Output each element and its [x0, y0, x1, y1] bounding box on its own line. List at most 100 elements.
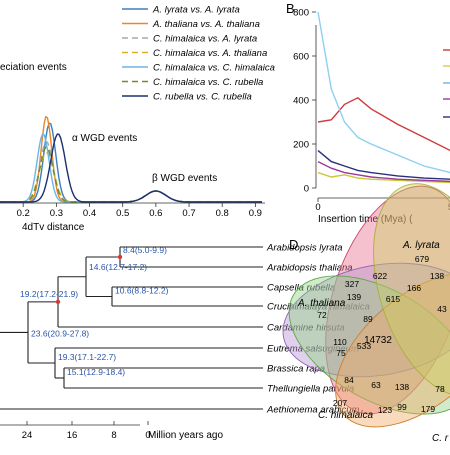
time-tick-label-1: 16 — [67, 430, 78, 441]
legend-label-6: C. rubella vs. C. rubella — [153, 92, 252, 103]
time-tick-label-2: 8 — [111, 430, 116, 441]
x-axis-label-b: Insertion time (Mya) ( — [318, 214, 413, 225]
venn-count-0: 679 — [415, 254, 429, 264]
phylogenetic-tree: 8.4(5.0-9.9) 14.6(12.7-17.2) 10.6(8.8-12.2… — [0, 243, 370, 416]
annotation-speciation: eciation events — [0, 62, 67, 73]
panel-a: A. lyrata vs. A. lyrata A. thaliana vs. A… — [0, 5, 275, 233]
taxon-label-5: Eutrema salsugineum — [267, 344, 359, 355]
taxon-label-4: Cardamine hirsuta — [267, 323, 345, 334]
taxon-label-8: Aethionema arabicum — [266, 405, 359, 416]
density-line-1 — [0, 115, 262, 203]
venn-set-label-1: A. thaliana — [297, 298, 346, 309]
venn-set-label-0: A. lyrata — [402, 240, 440, 251]
x-tick-label-a-4: 0.6 — [149, 208, 162, 219]
insertion-line-4 — [317, 160, 450, 183]
node-label-5: 19.3(17.1-22.7) — [58, 352, 116, 362]
venn-count-13: 533 — [357, 341, 371, 351]
venn-count-12: 75 — [336, 348, 346, 358]
taxon-label-3: Crucihimalaya himalaica — [267, 302, 370, 313]
x-tick-label-b-1: 5 — [448, 202, 450, 213]
taxon-label-2: Capsella rubella — [267, 283, 335, 294]
venn-diagram: A. lyrata A. thaliana C. himalaica C. r 679 6… — [282, 183, 450, 444]
annotation-beta-wgd: β WGD events — [152, 173, 217, 184]
y-tick-label-b-0: 0 — [304, 184, 309, 195]
venn-count-19: 123 — [378, 405, 392, 415]
taxon-label-0: Arabidopsis lyrata — [266, 243, 343, 254]
venn-count-1: 622 — [373, 271, 387, 281]
density-line-6 — [0, 133, 262, 203]
venn-count-15: 63 — [371, 380, 381, 390]
venn-count-11: 110 — [333, 337, 347, 347]
y-tick-label-b-1: 200 — [293, 140, 309, 151]
venn-set-1 — [282, 262, 450, 378]
panel-b: B 0 200 400 600 800 0 5 Insertion time (Mya) ( — [286, 1, 450, 225]
venn-set-label-3: C. r — [432, 433, 449, 444]
venn-count-8: 89 — [363, 314, 373, 324]
venn-count-5: 139 — [347, 292, 361, 302]
venn-count-3: 327 — [345, 279, 359, 289]
node-label-0: 8.4(5.0-9.9) — [123, 245, 167, 255]
x-tick-label-b-0: 0 — [315, 202, 320, 213]
x-tick-label-a-6: 0.8 — [216, 208, 229, 219]
x-axis-label-c: Million years ago — [148, 430, 223, 441]
panel-c: 8.4(5.0-9.9) 14.6(12.7-17.2) 10.6(8.8-12.2… — [0, 243, 370, 441]
annotation-alpha-wgd: α WGD events — [72, 133, 137, 144]
x-axis-label-a: 4dTv distance — [22, 222, 85, 233]
x-ticks-a: 0.2 0.3 0.4 0.5 0.6 0.7 0.8 0.9 — [17, 203, 262, 219]
taxon-label-7: Thellungiella parvula — [267, 384, 354, 395]
venn-set-4 — [373, 183, 450, 397]
x-tick-label-a-1: 0.3 — [50, 208, 63, 219]
legend-label-3: C. himalaica vs. A. thaliana — [153, 48, 267, 59]
venn-count-9: 43 — [437, 304, 447, 314]
density-curves — [0, 115, 262, 203]
density-line-3 — [0, 151, 262, 203]
ticks-b: 0 200 400 600 800 0 5 — [293, 8, 450, 214]
venn-count-4: 166 — [407, 283, 421, 293]
venn-count-21: 179 — [421, 404, 435, 414]
taxon-label-6: Brassica rapa — [267, 364, 325, 375]
legend-a: A. lyrata vs. A. lyrata A. thaliana vs. A… — [122, 5, 275, 103]
legend-label-0: A. lyrata vs. A. lyrata — [152, 5, 240, 16]
legend-label-2: C. himalaica vs. A. lyrata — [153, 34, 257, 45]
x-ticks-c: 24 16 8 0 — [0, 421, 151, 441]
insertion-line-1 — [317, 11, 450, 174]
legend-label-5: C. himalaica vs. C. rubella — [153, 77, 263, 88]
node-dot-0 — [117, 254, 123, 260]
x-tick-label-a-0: 0.2 — [17, 208, 30, 219]
panel-d: D A. lyrata A. thaliana C. himalaica C. r 67… — [282, 183, 450, 444]
venn-count-14: 84 — [344, 375, 354, 385]
y-tick-label-b-2: 400 — [293, 96, 309, 107]
x-tick-label-a-2: 0.4 — [83, 208, 96, 219]
y-tick-label-b-3: 600 — [293, 52, 309, 63]
venn-set-2 — [288, 275, 450, 415]
insertion-curves — [317, 11, 450, 184]
panel-label-b: B — [286, 1, 295, 16]
x-tick-label-a-5: 0.7 — [182, 208, 195, 219]
venn-count-16: 138 — [395, 382, 409, 392]
venn-count-10: 14732 — [364, 335, 392, 346]
insertion-line-3 — [317, 171, 450, 184]
venn-count-18: 207 — [333, 398, 347, 408]
venn-count-6: 615 — [386, 294, 400, 304]
venn-count-20: 99 — [397, 402, 407, 412]
density-line-5 — [0, 146, 262, 203]
legend-b-swatches — [443, 49, 450, 118]
legend-label-4: C. himalaica vs. C. himalaica — [153, 63, 275, 74]
time-tick-label-3: 0 — [145, 430, 150, 441]
panel-label-d: D — [289, 237, 298, 252]
insertion-line-2 — [317, 150, 450, 180]
node-label-1: 14.6(12.7-17.2) — [89, 262, 147, 272]
x-tick-label-a-3: 0.5 — [116, 208, 129, 219]
venn-set-3 — [335, 272, 450, 428]
venn-set-label-2: C. himalaica — [318, 410, 373, 421]
node-label-4: 23.6(20.9-27.8) — [31, 328, 89, 338]
x-tick-label-a-7: 0.9 — [249, 208, 262, 219]
node-label-3: 19.2(17.2-21.9) — [20, 289, 78, 299]
taxon-label-1: Arabidopsis thaliana — [266, 263, 353, 274]
node-label-6: 15.1(12.9-18.4) — [67, 367, 125, 377]
venn-count-7: 72 — [317, 310, 327, 320]
venn-count-2: 138 — [430, 271, 444, 281]
time-tick-label-0: 24 — [22, 430, 33, 441]
insertion-line-0 — [317, 96, 450, 152]
